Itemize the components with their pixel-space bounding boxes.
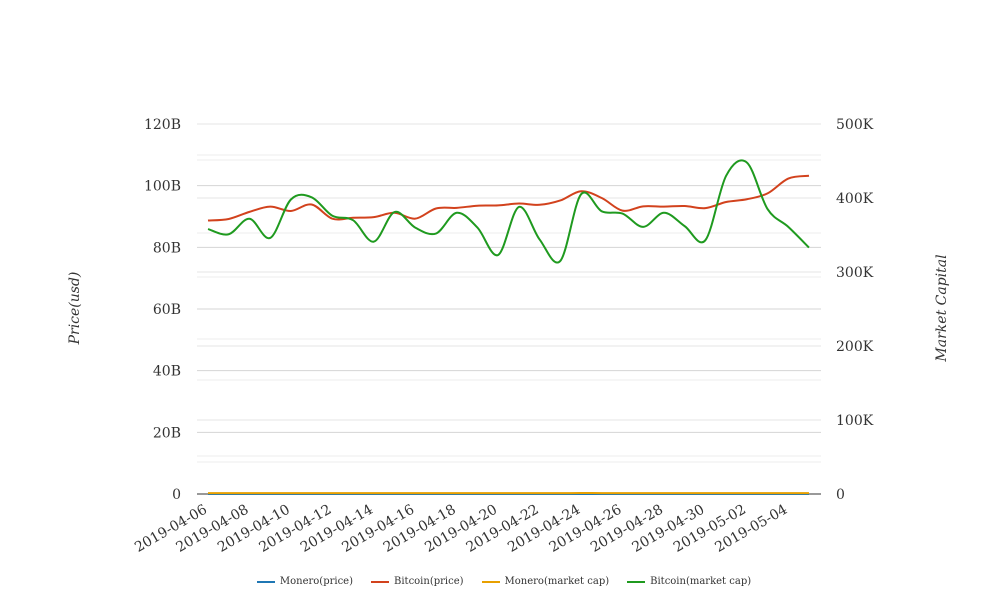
series-line-bitcoin-market-cap bbox=[207, 159, 810, 264]
series-lines bbox=[207, 159, 810, 495]
series-line-bitcoin-price bbox=[207, 174, 810, 222]
legend-swatch bbox=[481, 580, 500, 583]
y2-tick-label: 500K bbox=[836, 117, 874, 133]
right-axis-ticks: 0 100K 200K 300K 400K 500K bbox=[836, 117, 874, 503]
legend-swatch bbox=[256, 580, 275, 583]
legend-label: Bitcoin(price) bbox=[394, 576, 464, 587]
legend-swatch bbox=[371, 580, 389, 583]
legend-item-monero-price[interactable]: Monero(price) bbox=[256, 576, 353, 587]
x-axis-ticks: 2019-04-062019-04-082019-04-102019-04-12… bbox=[132, 502, 790, 556]
y-tick-label: 20B bbox=[153, 425, 181, 441]
y2-tick-label: 400K bbox=[836, 191, 874, 207]
y-tick-label: 0 bbox=[172, 487, 181, 503]
legend-item-bitcoin-price[interactable]: Bitcoin(price) bbox=[371, 576, 464, 587]
y2-axis-title: Market Capital bbox=[934, 254, 950, 362]
y2-tick-label: 100K bbox=[836, 413, 874, 429]
gridlines bbox=[197, 123, 821, 495]
y2-tick-label: 0 bbox=[836, 487, 845, 503]
legend-label: Bitcoin(market cap) bbox=[650, 576, 752, 587]
legend-label: Monero(price) bbox=[279, 576, 353, 587]
y-tick-label: 40B bbox=[153, 364, 181, 380]
y-tick-label: 80B bbox=[153, 240, 181, 256]
y-tick-label: 60B bbox=[153, 302, 181, 318]
y-tick-label: 100B bbox=[144, 179, 181, 195]
legend-label: Monero(market cap) bbox=[504, 576, 610, 587]
y2-tick-label: 300K bbox=[836, 265, 874, 281]
legend: Monero(price) Bitcoin(price) Monero(market… bbox=[0, 576, 1008, 587]
legend-item-bitcoin-market-cap[interactable]: Bitcoin(market cap) bbox=[627, 576, 751, 587]
left-axis-ticks: 0 20B 40B 60B 80B 100B 120B bbox=[144, 117, 181, 503]
y-axis-title: Price(usd) bbox=[67, 272, 83, 346]
y2-tick-label: 200K bbox=[836, 339, 874, 355]
legend-item-monero-market-cap[interactable]: Monero(market cap) bbox=[481, 576, 610, 587]
legend-swatch bbox=[627, 580, 646, 583]
y-tick-label: 120B bbox=[144, 117, 181, 133]
